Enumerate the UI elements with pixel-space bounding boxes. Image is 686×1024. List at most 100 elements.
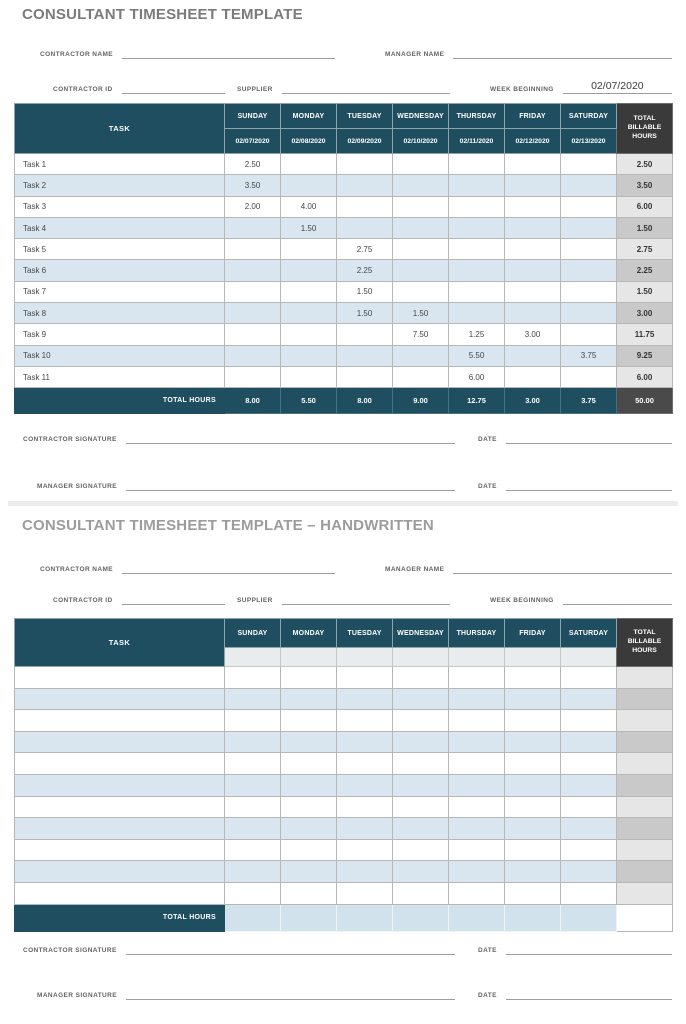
timesheet-row (14, 795, 673, 819)
row-total-cell (616, 730, 673, 754)
hours-cell (392, 152, 449, 176)
day-header: FRIDAY (504, 618, 561, 648)
hours-cell (336, 687, 393, 711)
task-name-cell (14, 773, 225, 797)
date-blank-cell (336, 647, 393, 667)
hours-cell (336, 860, 393, 883)
task-name-cell (14, 838, 225, 862)
hours-cell (224, 730, 281, 754)
page-title: CONSULTANT TIMESHEET TEMPLATE (22, 6, 303, 23)
hours-cell (448, 730, 505, 754)
hours-cell (280, 709, 337, 732)
grand-total-cell (616, 903, 673, 932)
date-line[interactable] (505, 429, 672, 444)
hours-cell (392, 259, 449, 282)
timesheet-row: Task 5 2.75 2.75 (14, 238, 673, 261)
hours-cell (224, 795, 281, 819)
row-total-cell: 3.00 (616, 302, 673, 325)
hours-cell (504, 860, 561, 883)
row-total-cell (616, 687, 673, 711)
hours-cell (504, 709, 561, 732)
day-header: WEDNESDAY (392, 618, 449, 648)
contractor-name-field: CONTRACTOR NAME (40, 559, 335, 574)
row-total-cell (616, 709, 673, 732)
date-line[interactable] (505, 940, 672, 955)
manager-name-line[interactable] (453, 559, 672, 574)
hours-cell (504, 174, 561, 197)
total-billable-hours-header: TOTAL BILLABLE HOURS (616, 103, 673, 154)
row-total-cell: 1.50 (616, 216, 673, 240)
hours-cell (224, 881, 281, 905)
timesheet-row (14, 881, 673, 905)
hours-cell (560, 773, 617, 797)
day-header: SUNDAY (224, 618, 281, 648)
date-label: DATE (478, 483, 497, 490)
total-hours-row: TOTAL HOURS 8.00 5.50 8.00 9.00 12.75 3.00 3.7… (14, 387, 673, 415)
hours-cell: 5.50 (448, 344, 505, 367)
hours-cell (560, 795, 617, 819)
hours-cell (560, 238, 617, 261)
day-total-cell: 3.00 (504, 387, 561, 415)
date-label: DATE (478, 992, 497, 999)
row-total-cell (616, 666, 673, 689)
hours-cell (336, 817, 393, 840)
task-name-cell (14, 730, 225, 754)
hours-cell (448, 174, 505, 197)
task-name-cell: Task 2 (14, 174, 225, 197)
manager-name-line[interactable] (453, 44, 672, 59)
contractor-signature-line[interactable] (125, 940, 455, 955)
row-total-cell (616, 817, 673, 840)
week-beginning-value[interactable]: 02/07/2020 (562, 79, 672, 94)
day-total-cell: 9.00 (392, 387, 449, 415)
row-total-cell: 2.75 (616, 238, 673, 261)
contractor-id-field: CONTRACTOR ID (53, 79, 225, 94)
total-hours-label: TOTAL HOURS (14, 903, 225, 932)
hours-cell (280, 730, 337, 754)
hours-cell: 3.75 (560, 344, 617, 367)
row-total-cell (616, 752, 673, 775)
manager-signature-line[interactable] (126, 985, 455, 1000)
hours-cell (336, 773, 393, 797)
task-name-cell (14, 795, 225, 819)
hours-cell (280, 238, 337, 261)
hours-cell (336, 323, 393, 346)
contractor-id-line[interactable] (121, 590, 225, 605)
contractor-id-line[interactable] (121, 79, 225, 94)
contractor-name-line[interactable] (122, 559, 335, 574)
timesheet-row: Task 10 5.50 3.75 9.25 (14, 344, 673, 367)
hours-cell (392, 195, 449, 218)
hours-cell (560, 195, 617, 218)
timesheet-row: Task 2 3.50 3.50 (14, 174, 673, 197)
hours-cell: 2.25 (336, 259, 393, 282)
date-blank-cell (504, 647, 561, 667)
supplier-line[interactable] (281, 590, 450, 605)
hours-cell (336, 709, 393, 732)
hours-cell (280, 687, 337, 711)
contractor-signature-line[interactable] (125, 429, 455, 444)
hours-cell (560, 666, 617, 689)
hours-cell (448, 238, 505, 261)
hours-cell (280, 365, 337, 389)
supplier-line[interactable] (281, 79, 450, 94)
date-line[interactable] (505, 476, 672, 491)
contractor-name-line[interactable] (122, 44, 335, 59)
hours-cell (448, 302, 505, 325)
day-header-row: TASK SUNDAY MONDAY TUESDAY WEDNESDAY THURSDA… (14, 103, 673, 154)
hours-cell (224, 687, 281, 711)
date-blank-cell (448, 647, 505, 667)
week-beginning-line[interactable] (562, 590, 672, 605)
hours-cell: 4.00 (280, 195, 337, 218)
timesheet-row (14, 773, 673, 797)
day-header: THURSDAY (448, 618, 505, 648)
manager-signature-field: MANAGER SIGNATURE (37, 476, 455, 491)
hours-cell (504, 881, 561, 905)
manager-signature-line[interactable] (126, 476, 455, 491)
manager-name-label: MANAGER NAME (385, 51, 445, 58)
task-name-cell (14, 881, 225, 905)
date-line[interactable] (505, 985, 672, 1000)
hours-cell (280, 752, 337, 775)
day-date-header: 02/11/2020 (448, 128, 505, 154)
hours-cell (224, 216, 281, 240)
row-total-cell: 6.00 (616, 365, 673, 389)
